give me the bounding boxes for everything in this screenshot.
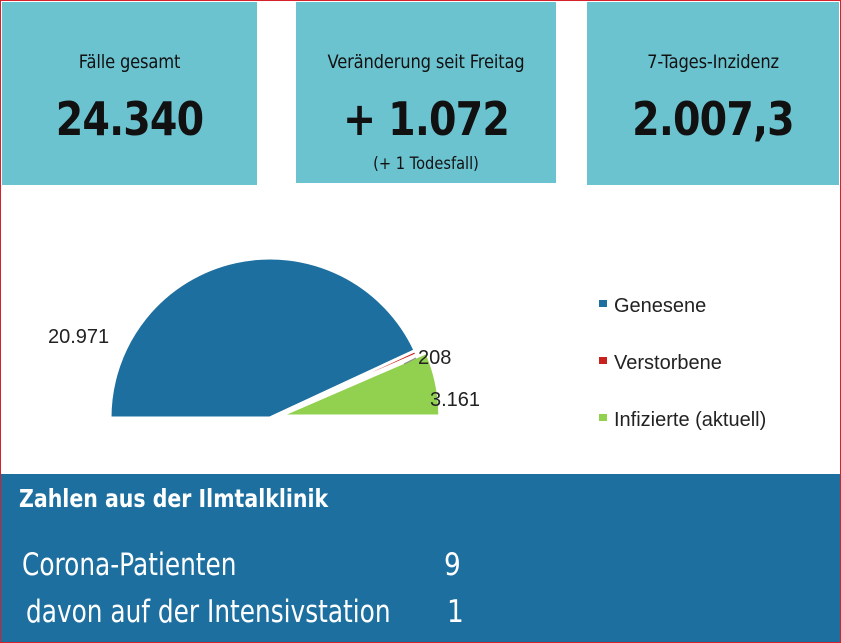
slice-verstorbene — [269, 348, 419, 420]
corona-patients-value: 9 — [444, 547, 461, 583]
icu-patients-value: 1 — [447, 594, 464, 630]
legend-swatch-genesene — [599, 300, 607, 307]
clinic-panel: Zahlen aus der Ilmtalklinik Corona-Patie… — [1, 474, 840, 642]
leader-line — [403, 357, 417, 365]
legend-label-genesene: Genesene — [614, 295, 706, 317]
slice-genesene — [108, 256, 418, 420]
legend-swatch-infizierte — [599, 414, 607, 421]
icu-patients-label: davon auf der Intensivstation — [26, 594, 391, 630]
data-label-genesene: 20.971 — [48, 326, 109, 348]
slice-infizierte — [279, 350, 442, 418]
incidence-label: 7-Tages-Inzidenz — [647, 51, 779, 73]
corona-patients-label: Corona-Patienten — [22, 547, 237, 583]
total-cases-label: Fälle gesamt — [78, 51, 181, 73]
change-value: + 1.072 — [342, 92, 510, 146]
incidence-card: 7-Tages-Inzidenz 2.007,3 — [587, 2, 839, 185]
half-pie-chart: 20.971 208 3.161 Genesene Verstorbene Infizie… — [48, 256, 766, 431]
change-note: (+ 1 Todesfall) — [373, 154, 479, 174]
legend-label-verstorbene: Verstorbene — [614, 352, 722, 374]
total-cases-value: 24.340 — [55, 92, 204, 146]
data-label-infizierte: 3.161 — [430, 389, 480, 411]
legend-label-infizierte: Infizierte (aktuell) — [614, 409, 766, 431]
legend-swatch-verstorbene — [599, 357, 607, 364]
data-label-verstorbene: 208 — [418, 347, 451, 369]
change-label: Veränderung seit Freitag — [327, 51, 525, 73]
clinic-panel-title: Zahlen aus der Ilmtalklinik — [19, 484, 329, 513]
incidence-value: 2.007,3 — [632, 92, 795, 146]
change-since-friday-card: Veränderung seit Freitag + 1.072 (+ 1 To… — [296, 2, 556, 183]
total-cases-card: Fälle gesamt 24.340 — [2, 2, 257, 185]
